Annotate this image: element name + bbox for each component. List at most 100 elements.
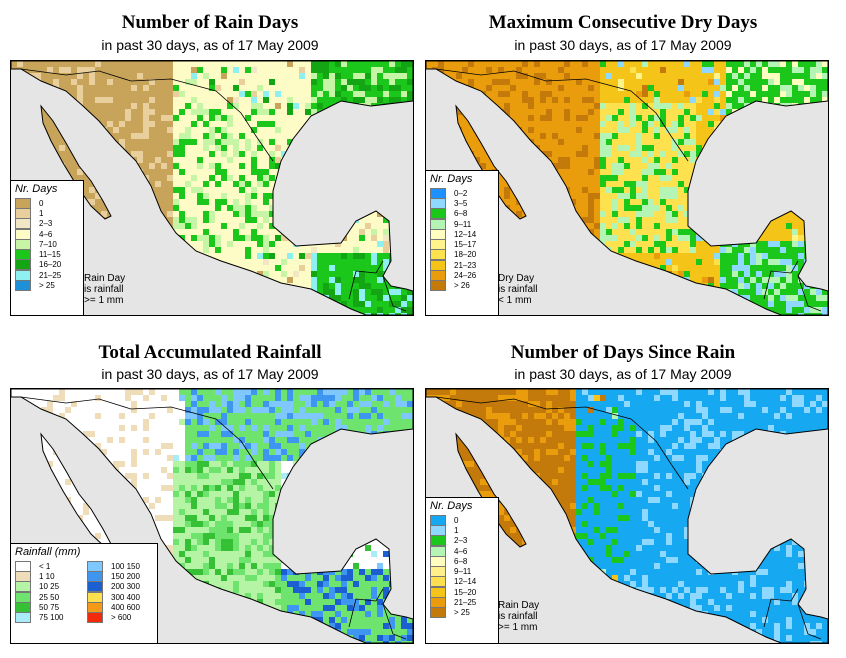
- coastline: [426, 389, 828, 643]
- legend-body: < 1 100 150 1 10 150 200 10 25 200 300 25 50 30…: [15, 560, 153, 624]
- legend-label: 150 200: [111, 571, 140, 581]
- legend-item: 16–20: [15, 259, 83, 271]
- legend-item: 400 600: [87, 601, 153, 613]
- legend-label: > 26: [454, 281, 470, 291]
- legend-item: 300 400: [87, 591, 153, 603]
- legend-item: 1: [430, 524, 498, 536]
- legend-item: 15–17: [430, 239, 498, 251]
- legend-label: 21–23: [454, 260, 477, 270]
- legend-item: 2–3: [15, 218, 83, 230]
- coastline: [426, 61, 828, 315]
- note-line: is rainfall: [498, 611, 538, 622]
- legend-item: 75 100: [15, 612, 81, 624]
- legend-item: 12–14: [430, 228, 498, 240]
- legend-swatch: [430, 607, 446, 619]
- legend-label: 15–20: [454, 587, 477, 597]
- legend: Nr. Days 0 1 2–3 4–6 6–8 9–11 12–14 15–20 21–25 >…: [425, 497, 499, 644]
- legend-label: 9–11: [454, 219, 472, 229]
- note-line: >= 1 mm: [84, 295, 124, 306]
- legend-item: 150 200: [87, 570, 153, 582]
- legend-body: 0 1 2–3 4–6 7–10 11–15 16–20 21–25 > 25: [11, 197, 83, 292]
- legend-swatch: [430, 280, 446, 292]
- legend-label: 25 50: [39, 592, 60, 602]
- legend-label: 100 150: [111, 561, 140, 571]
- legend-label: 50 75: [39, 602, 60, 612]
- note-line: < 1 mm: [498, 295, 532, 306]
- legend-title: Nr. Days: [430, 500, 473, 512]
- legend-label: 6–8: [454, 209, 468, 219]
- legend-label: 16–20: [39, 260, 62, 270]
- map-rain-days: [10, 60, 414, 316]
- legend-item: 9–11: [430, 566, 498, 578]
- legend-item: 6–8: [430, 555, 498, 567]
- legend-item: 24–26: [430, 270, 498, 282]
- legend-label: 21–25: [454, 598, 477, 608]
- country-borders: [435, 68, 822, 312]
- legend-item: < 1: [15, 560, 81, 572]
- legend-swatch: [15, 280, 31, 292]
- legend-item: 18–20: [430, 249, 498, 261]
- legend-label: 1: [454, 525, 459, 535]
- legend-label: 1 10: [39, 571, 55, 581]
- panel-title: Number of Days Since Rain: [510, 342, 736, 363]
- country-borders: [435, 396, 822, 640]
- legend-item: 4–6: [15, 228, 83, 240]
- legend-item: 3–5: [430, 197, 498, 209]
- legend-item: 25 50: [15, 591, 81, 603]
- legend-label: 15–17: [454, 240, 477, 250]
- legend-item: 1 10: [15, 570, 81, 582]
- legend-body: 0–2 3–5 6–8 9–11 12–14 15–17 18–20 21–23 24–26 > …: [426, 187, 498, 292]
- legend-title: Nr. Days: [430, 173, 473, 185]
- legend-label: 2–3: [39, 219, 53, 229]
- legend-item: 10 25: [15, 581, 81, 593]
- note-line: Dry Day: [498, 273, 535, 284]
- legend-item: 50 75: [15, 601, 81, 613]
- legend: Nr. Days 0–2 3–5 6–8 9–11 12–14 15–17 18–20 21–…: [425, 170, 499, 316]
- legend-title: Rainfall (mm): [15, 546, 81, 558]
- legend-body: 0 1 2–3 4–6 6–8 9–11 12–14 15–20 21–25 > 25: [426, 514, 498, 619]
- legend-label: 4–6: [39, 229, 53, 239]
- legend-label: 12–14: [454, 229, 477, 239]
- legend-item: 21–25: [15, 269, 83, 281]
- legend-label: 12–14: [454, 577, 477, 587]
- legend-label: > 25: [39, 281, 55, 291]
- panel-subtitle: in past 30 days, as of 17 May 2009: [514, 366, 732, 382]
- legend-item: > 600: [87, 612, 153, 624]
- legend-item: 100 150: [87, 560, 153, 572]
- legend-swatch: [15, 612, 31, 624]
- note-line: is rainfall: [498, 284, 538, 295]
- legend-swatch: [87, 612, 103, 624]
- legend-label: 0: [454, 515, 459, 525]
- country-borders: [20, 396, 407, 640]
- legend-label: 4–6: [454, 546, 468, 556]
- legend-item: 200 300: [87, 581, 153, 593]
- legend-item: > 25: [15, 280, 83, 292]
- legend-item: 11–15: [15, 249, 83, 261]
- note-line: is rainfall: [84, 284, 124, 295]
- legend-label: 2–3: [454, 536, 468, 546]
- legend: Rainfall (mm) < 1 100 150 1 10 150 200 10 25…: [10, 543, 158, 644]
- legend-label: 1: [39, 208, 44, 218]
- panel-subtitle: in past 30 days, as of 17 May 2009: [514, 37, 732, 53]
- note-line: Rain Day: [84, 273, 126, 284]
- legend-item: 21–25: [430, 597, 498, 609]
- legend-label: 18–20: [454, 250, 477, 260]
- legend-label: 3–5: [454, 198, 468, 208]
- legend-item: 6–8: [430, 208, 498, 220]
- panel-title: Total Accumulated Rainfall: [98, 342, 322, 363]
- legend-label: 200 300: [111, 582, 140, 592]
- legend-item: 0: [430, 514, 498, 526]
- legend-item: 15–20: [430, 586, 498, 598]
- legend: Nr. Days 0 1 2–3 4–6 7–10 11–15 16–20 21–25 > 25: [10, 180, 84, 316]
- legend-item: > 26: [430, 280, 498, 292]
- definition-note: Dry Day is rainfall < 1 mm: [498, 273, 537, 306]
- country-borders: [20, 68, 407, 312]
- legend-item: 21–23: [430, 259, 498, 271]
- legend-label: 9–11: [454, 567, 472, 577]
- legend-label: 400 600: [111, 602, 140, 612]
- legend-label: > 600: [111, 613, 132, 623]
- legend-item: 0: [15, 197, 83, 209]
- panel-subtitle: in past 30 days, as of 17 May 2009: [101, 366, 319, 382]
- legend-item: > 25: [430, 607, 498, 619]
- legend-label: 6–8: [454, 556, 468, 566]
